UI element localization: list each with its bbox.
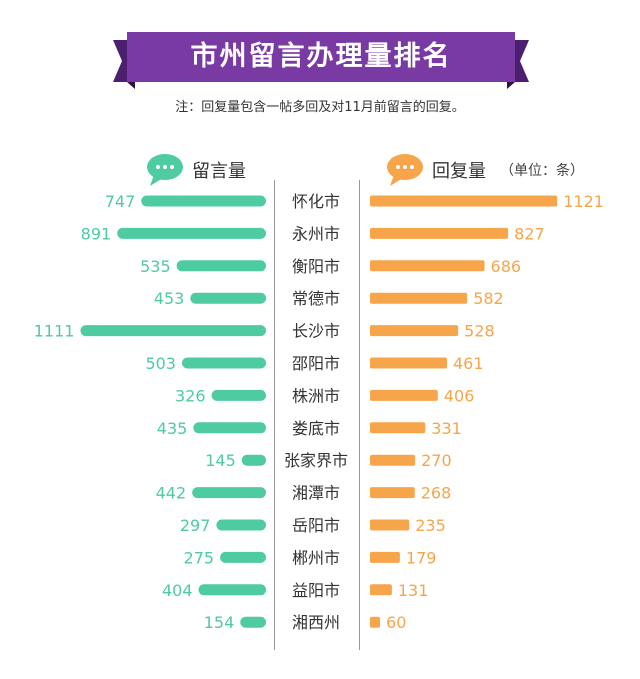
right-value-label: 686 xyxy=(491,257,522,276)
right-bar xyxy=(370,195,558,207)
left-value-label: 891 xyxy=(81,224,112,243)
left-bar xyxy=(117,227,266,239)
title-banner: 市州留言办理量排名 xyxy=(113,32,529,90)
left-value-label: 747 xyxy=(105,192,136,211)
left-bar xyxy=(241,454,266,466)
left-bar xyxy=(198,584,266,596)
left-bar xyxy=(141,195,266,207)
speech-bubble-icon xyxy=(386,153,424,187)
right-value-label: 270 xyxy=(421,451,452,470)
category-label: 长沙市 xyxy=(292,322,340,341)
legend-right-label: 回复量 xyxy=(432,161,486,182)
left-value-label: 442 xyxy=(156,484,187,503)
footnote: 注：回复量包含一帖多回及对11月前留言的回复。 xyxy=(175,100,465,115)
category-label: 常德市 xyxy=(292,289,340,308)
right-bar xyxy=(370,519,410,531)
left-bar xyxy=(216,519,266,531)
right-bar xyxy=(370,487,415,499)
right-value-label: 582 xyxy=(473,289,504,308)
category-label: 岳阳市 xyxy=(292,516,340,535)
left-value-label: 275 xyxy=(184,548,215,567)
right-value-label: 235 xyxy=(415,516,446,535)
category-label: 株洲市 xyxy=(292,386,340,405)
left-bar xyxy=(176,260,266,272)
category-label: 娄底市 xyxy=(292,419,340,438)
left-value-label: 535 xyxy=(140,257,171,276)
right-bar xyxy=(370,616,381,628)
left-bar xyxy=(220,551,266,563)
right-divider xyxy=(359,180,360,650)
right-value-label: 1121 xyxy=(563,192,604,211)
legend-unit: （单位：条） xyxy=(500,163,584,179)
left-value-label: 503 xyxy=(145,354,176,373)
legend-left: 留言量 xyxy=(146,153,246,187)
left-value-label: 326 xyxy=(175,386,206,405)
right-value-label: 461 xyxy=(453,354,484,373)
category-label: 郴州市 xyxy=(292,548,340,567)
left-value-label: 1111 xyxy=(34,322,75,341)
right-bar xyxy=(370,584,392,596)
right-bar xyxy=(370,454,416,466)
left-value-label: 154 xyxy=(204,613,235,632)
category-label: 怀化市 xyxy=(292,192,340,211)
right-value-label: 131 xyxy=(398,581,429,600)
right-bar xyxy=(370,422,426,434)
right-bar xyxy=(370,357,447,369)
left-value-label: 297 xyxy=(180,516,211,535)
right-value-label: 268 xyxy=(421,484,452,503)
category-label: 湘潭市 xyxy=(292,484,340,503)
left-bar xyxy=(181,357,266,369)
category-label: 永州市 xyxy=(292,224,340,243)
left-value-label: 453 xyxy=(154,289,185,308)
right-bar xyxy=(370,389,438,401)
left-bar xyxy=(192,487,266,499)
category-label: 张家界市 xyxy=(284,451,348,470)
right-value-label: 331 xyxy=(431,419,462,438)
right-value-label: 60 xyxy=(386,613,406,632)
left-value-label: 404 xyxy=(162,581,193,600)
speech-bubble-icon xyxy=(146,153,184,187)
page-title: 市州留言办理量排名 xyxy=(190,41,452,72)
right-bar xyxy=(370,260,485,272)
left-bar xyxy=(193,422,266,434)
right-value-label: 406 xyxy=(444,386,475,405)
left-bar xyxy=(211,389,266,401)
left-value-label: 145 xyxy=(205,451,236,470)
left-bar xyxy=(80,325,266,337)
right-bar xyxy=(370,551,400,563)
right-value-label: 179 xyxy=(406,548,437,567)
category-label: 益阳市 xyxy=(292,581,340,600)
category-label: 衡阳市 xyxy=(292,257,340,276)
legend-left-label: 留言量 xyxy=(192,161,246,182)
right-bar xyxy=(370,292,468,304)
left-value-label: 435 xyxy=(157,419,188,438)
right-bar xyxy=(370,227,509,239)
right-bar xyxy=(370,325,459,337)
category-label: 湘西州 xyxy=(292,613,340,632)
title-ribbon-shape xyxy=(113,32,529,89)
left-divider xyxy=(274,180,275,650)
right-value-label: 827 xyxy=(514,224,545,243)
right-value-label: 528 xyxy=(464,322,495,341)
left-bar xyxy=(240,616,266,628)
category-label: 邵阳市 xyxy=(292,354,340,373)
left-bar xyxy=(190,292,266,304)
legend-right: 回复量 （单位：条） xyxy=(386,153,584,187)
